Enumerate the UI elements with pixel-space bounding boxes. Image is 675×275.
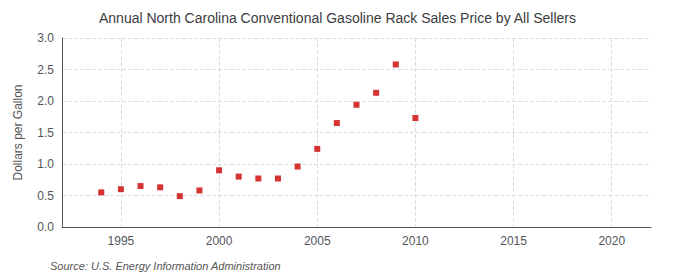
svg-text:1.5: 1.5 <box>37 126 54 140</box>
svg-text:2015: 2015 <box>500 234 527 248</box>
svg-text:0.0: 0.0 <box>37 220 54 234</box>
svg-text:1.0: 1.0 <box>37 157 54 171</box>
svg-text:2010: 2010 <box>402 234 429 248</box>
svg-text:1995: 1995 <box>108 234 135 248</box>
svg-text:2020: 2020 <box>598 234 625 248</box>
svg-text:2005: 2005 <box>304 234 331 248</box>
svg-text:2.5: 2.5 <box>37 63 54 77</box>
svg-text:2.0: 2.0 <box>37 94 54 108</box>
svg-text:Annual North Carolina Conventi: Annual North Carolina Conventional Gasol… <box>99 10 576 26</box>
svg-text:3.0: 3.0 <box>37 31 54 45</box>
svg-text:Source: U.S. Energy Informatio: Source: U.S. Energy Information Administ… <box>50 260 281 272</box>
svg-text:2000: 2000 <box>206 234 233 248</box>
svg-text:0.5: 0.5 <box>37 189 54 203</box>
svg-text:Dollars per Gallon: Dollars per Gallon <box>11 84 25 180</box>
